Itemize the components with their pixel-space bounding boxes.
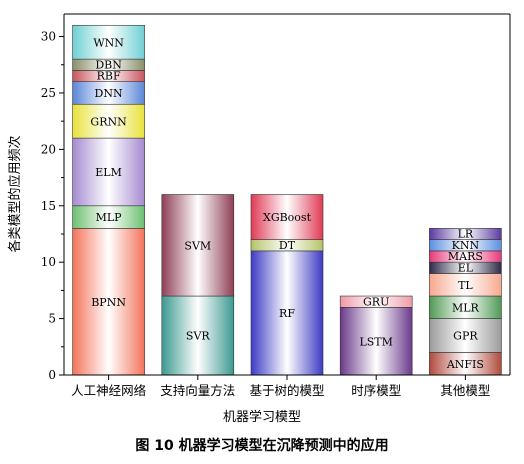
- bar-segment-label: RF: [279, 307, 295, 320]
- y-tick-label: 20: [41, 142, 56, 156]
- bar-segment-label: BPNN: [91, 296, 126, 309]
- bar-segment-label: MLP: [96, 211, 123, 224]
- bar-segment-label: MARS: [448, 250, 483, 263]
- y-tick-label: 15: [41, 199, 56, 213]
- bar-segment-lstm: [339, 307, 413, 376]
- y-tick-label: 30: [41, 30, 56, 44]
- x-tick-label: 人工神经网络: [71, 383, 147, 398]
- x-tick-label: 其他模型: [440, 383, 490, 398]
- bar-segment-label: XGBoost: [263, 211, 312, 224]
- bar-segment-gru: [339, 295, 413, 308]
- y-tick-label: 0: [48, 368, 56, 382]
- bar-segment-label: SVM: [184, 239, 211, 252]
- x-axis-title: 机器学习模型: [223, 409, 301, 425]
- bar-segment-svm: [161, 194, 235, 297]
- x-tick-label: 支持向量方法: [160, 383, 235, 398]
- bar-segment-label: GPR: [453, 330, 478, 343]
- bar-segment-label: KNN: [452, 239, 480, 252]
- bar-segment-rf: [250, 250, 324, 376]
- bar-segment-label: ANFIS: [446, 358, 484, 371]
- y-axis-title: 各类模型的应用频次: [7, 135, 23, 252]
- bar-segment-label: LSTM: [359, 335, 392, 348]
- bar-segment-label: DNN: [95, 87, 123, 100]
- bar-segment-label: TL: [458, 279, 473, 292]
- y-ticks: 0 5 10 15 20 25 30: [41, 30, 64, 382]
- y-tick-label: 5: [48, 312, 56, 326]
- bar-segment-grnn: [72, 103, 145, 139]
- figure-caption: 图 10 机器学习模型在沉降预测中的应用: [135, 437, 388, 454]
- bar-segment-bpnn: [72, 228, 145, 376]
- bar-segment-label: RBF: [97, 70, 121, 83]
- bar-segment-gpr: [429, 318, 502, 353]
- bar-segment-label: DBN: [95, 58, 122, 71]
- bar-segment-wnn: [72, 24, 145, 60]
- bar-segment-xgboost: [250, 194, 324, 240]
- bar-segment-label: LR: [458, 228, 474, 241]
- bar-segment-lr: [429, 228, 502, 240]
- bar-segment-label: GRU: [363, 295, 389, 308]
- bar-segment-label: EL: [458, 261, 474, 274]
- bar-segment-label: MLR: [452, 301, 480, 314]
- y-tick-label: 10: [41, 255, 56, 269]
- bar-segment-label: SVR: [186, 330, 210, 343]
- bar-segment-label: DT: [279, 239, 296, 252]
- bar-segment-label: WNN: [93, 36, 124, 49]
- bar-segment-label: ELM: [95, 166, 122, 179]
- bar-segment-label: GRNN: [90, 115, 127, 128]
- x-tick-label: 基于树的模型: [249, 383, 324, 398]
- x-tick-label: 时序模型: [351, 383, 401, 398]
- y-tick-label: 25: [41, 86, 56, 100]
- x-ticks: 人工神经网络 支持向量方法 基于树的模型 时序模型 其他模型: [71, 375, 490, 398]
